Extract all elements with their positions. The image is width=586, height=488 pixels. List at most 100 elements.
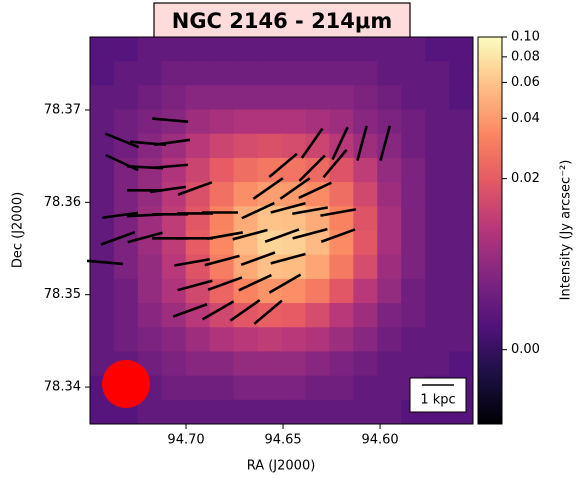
image-pixel (90, 278, 115, 304)
image-pixel (281, 351, 306, 377)
image-pixel (185, 351, 211, 377)
image-pixel (233, 85, 259, 111)
image-pixel (377, 182, 402, 207)
polarization-vector (356, 125, 368, 161)
image-pixel (209, 206, 235, 231)
image-pixel (257, 375, 282, 401)
image-pixel (281, 61, 306, 86)
image-pixel (281, 399, 306, 425)
image-pixel (305, 399, 330, 425)
image-pixel (281, 85, 306, 111)
polarization-vector (320, 208, 357, 217)
image-pixel (233, 157, 259, 183)
image-pixel (377, 61, 402, 86)
image-pixel (161, 230, 187, 256)
image-pixel (305, 109, 330, 135)
image-pixel (329, 278, 354, 304)
image-pixel (353, 133, 378, 159)
image-pixel (449, 278, 474, 304)
image-pixel (449, 254, 474, 280)
image-pixel (353, 182, 378, 207)
polarization-vector (270, 252, 306, 265)
image-pixel (401, 61, 426, 86)
image-pixel (185, 37, 211, 62)
image-pixel (113, 327, 139, 352)
image-pixel (161, 85, 187, 111)
image-pixel (137, 278, 163, 304)
polarization-vector (292, 227, 328, 240)
y-tick-label: 78.35 (44, 287, 81, 302)
beam (102, 360, 150, 408)
image-pixel (401, 109, 426, 135)
image-pixel (329, 85, 354, 111)
image-pixel (233, 109, 259, 135)
image-pixel (113, 278, 139, 304)
image-pixel (185, 206, 211, 231)
polarization-vector (270, 201, 306, 214)
image-pixel (305, 254, 330, 280)
polarization-vector (127, 231, 163, 244)
image-pixel (305, 351, 330, 377)
x-tick-label: 94.70 (167, 433, 204, 448)
image-pixel (425, 303, 450, 328)
y-tick-label: 78.36 (44, 195, 81, 210)
colorbar-tick-label: 0.08 (511, 49, 540, 64)
image-pixel (209, 351, 235, 377)
image-pixel (329, 157, 354, 183)
image-pixel (449, 182, 474, 207)
axes-frame (89, 36, 474, 425)
image-pixel (209, 37, 235, 62)
image-pixel (209, 375, 235, 401)
image-pixel (449, 157, 474, 183)
image-pixel (353, 85, 378, 111)
image-pixel (137, 133, 163, 159)
image-pixel (161, 133, 187, 159)
image-pixel (305, 61, 330, 86)
image-pixel (377, 351, 402, 377)
polarization-vector (241, 201, 275, 220)
image-pixel (233, 375, 259, 401)
polarization-vector (102, 211, 139, 220)
image-pixel (90, 157, 115, 183)
image-pixel (281, 303, 306, 328)
image-pixel (90, 182, 115, 207)
title-box (153, 2, 411, 40)
image-pixel (281, 206, 306, 231)
polarization-vector (264, 228, 300, 243)
image-pixel (353, 230, 378, 256)
image-pixel (353, 206, 378, 231)
image-pixel (353, 254, 378, 280)
image-pixel (90, 327, 115, 352)
image-pixel (113, 109, 139, 135)
vector-layer (86, 117, 392, 325)
image-pixel (353, 351, 378, 377)
image-pixel (137, 327, 163, 352)
image-pixel (185, 133, 211, 159)
polarization-vector (229, 299, 261, 322)
colorbar-tick-label: 0.04 (511, 111, 540, 126)
image-pixel (329, 303, 354, 328)
image-pixel (377, 303, 402, 328)
colorbar-tick-label: 0.06 (511, 75, 540, 90)
image-pixel (233, 399, 259, 425)
image-pixel (209, 327, 235, 352)
image-pixel (185, 375, 211, 401)
image-pixel (425, 327, 450, 352)
image-pixel (257, 399, 282, 425)
polarization-vector (207, 276, 243, 291)
image-pixel (281, 375, 306, 401)
image-pixel (425, 133, 450, 159)
image-pixel (257, 230, 282, 256)
image-pixel (449, 37, 474, 62)
image-pixel (281, 133, 306, 159)
image-pixel (425, 61, 450, 86)
polarization-vector (86, 259, 123, 266)
polarization-vector (204, 254, 240, 267)
image-pixel (281, 327, 306, 352)
polarization-vector (240, 251, 276, 267)
image-pixel (90, 37, 115, 62)
polarization-vector (100, 230, 136, 246)
image-pixel (185, 85, 211, 111)
image-pixel (281, 109, 306, 135)
